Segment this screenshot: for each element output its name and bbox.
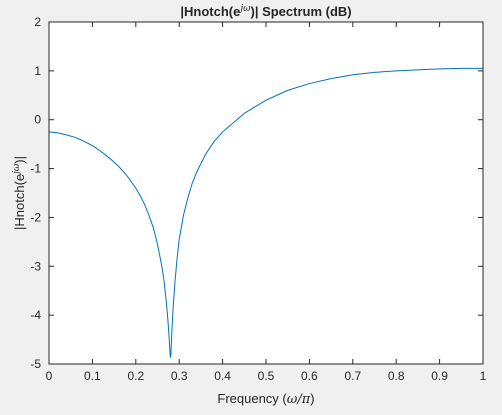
x-tick-label: 0 [46, 369, 53, 383]
y-tick-label: -5 [30, 357, 41, 371]
x-tick-label: 0.7 [344, 369, 361, 383]
y-axis: -5 -4 -3 -2 -1 0 1 2 [30, 15, 483, 371]
y-axis-label: |Hnotch(ejω)| [12, 156, 27, 230]
x-axis: 0 0.1 0.2 0.3 0.4 0.5 0.6 0.7 0.8 0.9 1 [46, 22, 487, 383]
x-tick-label: 0.9 [431, 369, 448, 383]
x-tick-label: 0.6 [301, 369, 318, 383]
series-line [49, 67, 483, 358]
y-tick-label: -3 [30, 259, 41, 273]
x-tick-label: 0.3 [171, 369, 188, 383]
chart-title: |Hnotch(ejω)| Spectrum (dB) [180, 4, 351, 19]
x-tick-label: 0.4 [214, 369, 231, 383]
x-tick-label: 0.5 [258, 369, 275, 383]
y-tick-label: 1 [34, 64, 41, 78]
y-tick-label: 0 [34, 113, 41, 127]
axes-background [49, 22, 483, 364]
x-tick-label: 0.1 [84, 369, 101, 383]
y-tick-label: 2 [34, 15, 41, 29]
x-tick-label: 1 [480, 369, 487, 383]
x-tick-label: 0.8 [388, 369, 405, 383]
x-axis-label: Frequency (ω/π) [217, 391, 314, 407]
y-tick-label: -2 [30, 210, 41, 224]
x-tick-label: 0.2 [127, 369, 144, 383]
y-tick-label: -1 [30, 162, 41, 176]
y-tick-label: -4 [30, 308, 41, 322]
